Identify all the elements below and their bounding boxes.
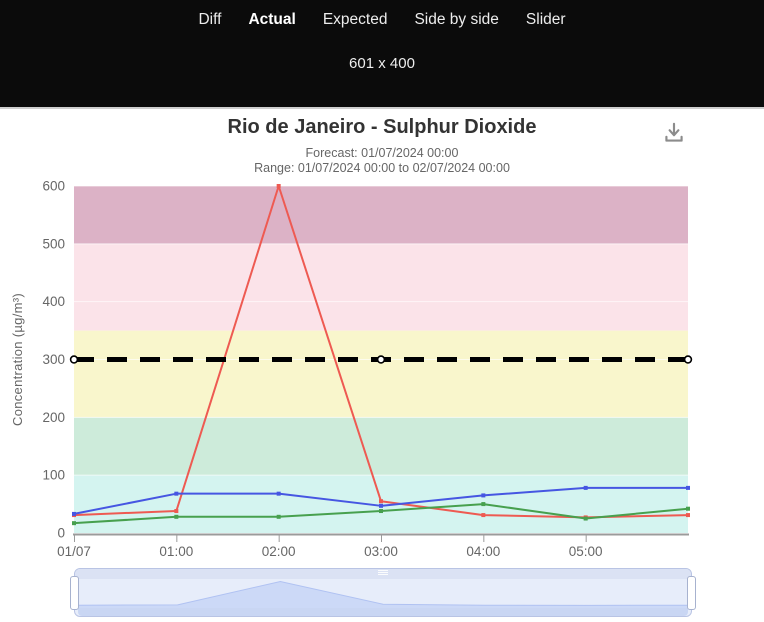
y-tick-label: 0 — [57, 526, 65, 541]
navigator-track[interactable] — [75, 579, 691, 608]
blue-series-marker — [481, 493, 486, 498]
plot-band-350-500 — [74, 243, 688, 331]
tab-slider[interactable]: Slider — [525, 11, 566, 28]
navigator-drag-bar[interactable] — [75, 569, 691, 579]
y-tick-label: 300 — [42, 352, 65, 367]
y-tick-label: 200 — [42, 410, 65, 425]
chart-subtitle-range: Range: 01/07/2024 00:00 to 02/07/2024 00… — [254, 161, 510, 175]
x-tick-label: 03:00 — [364, 544, 398, 559]
green-series-marker — [481, 502, 486, 507]
threshold-marker — [376, 355, 386, 364]
plot-band-500-600 — [74, 186, 688, 244]
tab-side-by-side[interactable]: Side by side — [414, 11, 499, 28]
size-readout: 601 x 400 — [349, 55, 415, 72]
y-tick-label: 500 — [42, 236, 65, 251]
range-navigator[interactable] — [70, 568, 696, 617]
blue-series-marker — [276, 491, 281, 496]
x-tick-label: 02:00 — [262, 544, 296, 559]
red-series-marker — [379, 499, 383, 504]
blue-series-marker — [583, 485, 588, 490]
red-series-marker — [276, 184, 281, 188]
chart-card: Rio de Janeiro - Sulphur Dioxide Forecas… — [0, 109, 764, 622]
navigator-left-handle[interactable] — [70, 576, 79, 610]
plot-band-100-200 — [74, 417, 688, 476]
threshold-marker — [69, 355, 79, 364]
blue-series-marker — [379, 503, 383, 508]
chart-plot-area[interactable]: 01/07 01:00 02:00 03:00 04:00 05:00 0 100 200 300… — [0, 109, 764, 561]
tab-expected[interactable]: Expected — [322, 11, 388, 28]
green-series-marker — [276, 514, 281, 519]
blue-series-marker — [72, 511, 76, 516]
chart-title: Rio de Janeiro - Sulphur Dioxide — [227, 116, 537, 138]
x-tick-label: 01/07 — [57, 544, 91, 559]
blue-series-marker — [686, 485, 690, 490]
navigator-mini-chart — [75, 580, 691, 608]
app-header: Diff Actual Expected Side by side Slider 601… — [0, 0, 764, 109]
y-tick-label: 600 — [42, 179, 65, 194]
navigator-right-handle[interactable] — [687, 576, 696, 610]
red-series-marker — [481, 513, 486, 518]
green-series-marker — [686, 506, 690, 511]
red-series-marker — [174, 509, 179, 514]
red-series-marker — [686, 513, 690, 518]
download-button[interactable] — [658, 117, 690, 149]
download-icon — [665, 122, 683, 142]
threshold-marker — [683, 355, 693, 364]
y-tick-label: 100 — [42, 468, 65, 483]
navigator-area — [75, 581, 691, 608]
green-series-marker — [174, 514, 179, 519]
y-tick-label: 400 — [42, 294, 65, 309]
tab-actual[interactable]: Actual — [248, 11, 296, 28]
navigator-scrollbar[interactable] — [78, 608, 688, 616]
plot-band-200-350 — [74, 330, 688, 418]
x-tick-label: 04:00 — [466, 544, 500, 559]
x-tick-label: 05:00 — [569, 544, 603, 559]
grip-icon — [378, 572, 388, 573]
x-tick-label: 01:00 — [159, 544, 193, 559]
green-series-marker — [583, 516, 588, 521]
view-tabs: Diff Actual Expected Side by side Slider — [0, 0, 764, 31]
green-series-marker — [379, 509, 383, 514]
blue-series-marker — [174, 491, 179, 496]
tab-diff[interactable]: Diff — [198, 11, 222, 28]
navigator-area-line — [75, 580, 691, 606]
chart-subtitle-forecast: Forecast: 01/07/2024 00:00 — [305, 146, 459, 160]
green-series-marker — [72, 521, 76, 526]
y-axis-title: Concentration (µg/m³) — [10, 293, 25, 426]
